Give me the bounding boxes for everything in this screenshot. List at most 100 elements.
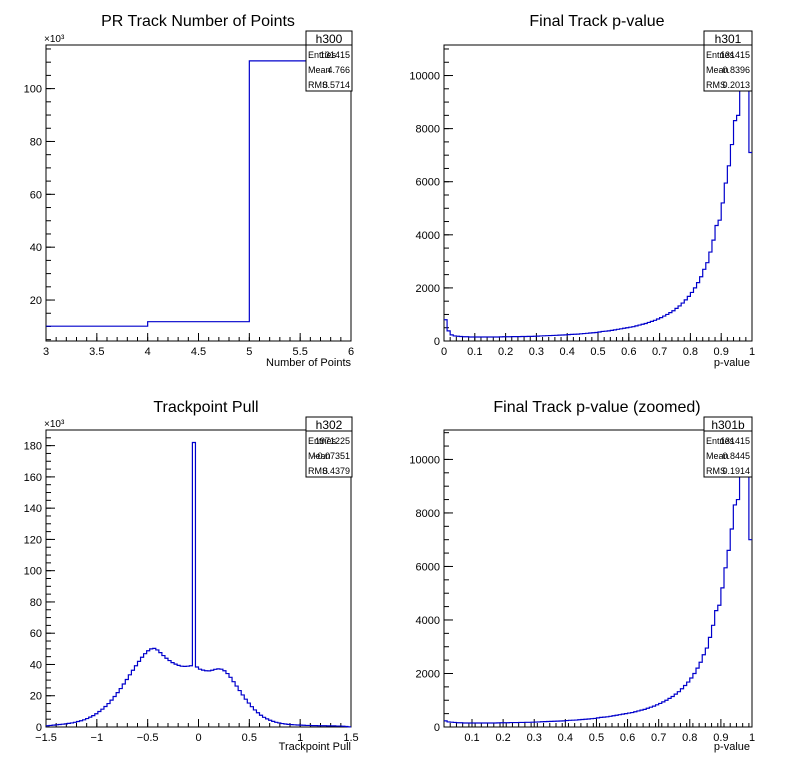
chart-title: PR Track Number of Points bbox=[101, 13, 295, 30]
x-tick-label: 0.1 bbox=[467, 346, 482, 358]
stats-box bbox=[305, 416, 353, 478]
x-tick-label: 6 bbox=[348, 346, 354, 358]
x-tick-label: 1 bbox=[749, 346, 755, 358]
x-axis-label: p-value bbox=[714, 741, 750, 753]
y-tick-label: 40 bbox=[30, 659, 42, 671]
histogram-line bbox=[46, 441, 351, 728]
stats-key: Mean bbox=[308, 65, 331, 75]
x-tick-label: 0.3 bbox=[529, 346, 544, 358]
y-tick-label: 2000 bbox=[416, 668, 440, 680]
stats-value: −0.07351 bbox=[312, 451, 350, 461]
y-tick-label: 8000 bbox=[416, 508, 440, 520]
stats-key: Entries bbox=[706, 436, 735, 446]
chart-title: Final Track p-value (zoomed) bbox=[493, 399, 700, 416]
x-tick-label: 0.2 bbox=[498, 346, 513, 358]
y-tick-label: 40 bbox=[30, 242, 42, 254]
x-tick-label: 0.4 bbox=[560, 346, 575, 358]
x-tick-label: 4 bbox=[145, 346, 151, 358]
stats-key: Mean bbox=[308, 451, 331, 461]
y-tick-label: 8000 bbox=[416, 124, 440, 136]
x-tick-label: 0.8 bbox=[682, 732, 697, 744]
y-tick-label: 6000 bbox=[416, 561, 440, 573]
stats-value: 131415 bbox=[320, 50, 350, 60]
y-tick-label: 100 bbox=[24, 84, 42, 96]
panel-final-track-pvalue: Final Track p-value 0 0.1 0.2 0.3 0.4 0.5 0.6 0.… bbox=[409, 13, 755, 369]
x-tick-label: 0.2 bbox=[495, 732, 510, 744]
stats-key: Entries bbox=[308, 50, 337, 60]
panel-final-track-pvalue-zoomed: Final Track p-value (zoomed) 0.1 0.2 0.3 0.4… bbox=[409, 399, 755, 753]
y-tick-label: 80 bbox=[30, 597, 42, 609]
stats-key: Mean bbox=[706, 451, 729, 461]
y-tick-label: 140 bbox=[24, 503, 42, 515]
x-tick-label: −1 bbox=[91, 732, 104, 744]
x-tick-label: 0.7 bbox=[651, 732, 666, 744]
stats-key: Entries bbox=[308, 436, 337, 446]
stats-value: 0.8445 bbox=[722, 451, 750, 461]
stats-value: 4.766 bbox=[327, 65, 350, 75]
x-tick-label: 5.5 bbox=[293, 346, 308, 358]
stats-name: h300 bbox=[316, 32, 343, 46]
stats-value: 0.8396 bbox=[722, 65, 750, 75]
y-tick-label: 60 bbox=[30, 189, 42, 201]
histogram-line bbox=[444, 44, 752, 338]
stats-key: RMS bbox=[308, 466, 328, 476]
x-axis-label: Trackpoint Pull bbox=[279, 741, 351, 753]
x-tick-label: 5 bbox=[246, 346, 252, 358]
y-tick-label: 80 bbox=[30, 136, 42, 148]
x-tick-label: 1 bbox=[749, 732, 755, 744]
y-tick-label: 4000 bbox=[416, 615, 440, 627]
stats-key: RMS bbox=[706, 80, 726, 90]
y-tick-label: 180 bbox=[24, 441, 42, 453]
x-tick-label: 0.7 bbox=[652, 346, 667, 358]
x-tick-label: 0.5 bbox=[242, 732, 257, 744]
stats-box bbox=[305, 30, 353, 92]
x-tick-label: 4.5 bbox=[191, 346, 206, 358]
y-tick-label: 10000 bbox=[409, 454, 440, 466]
x-tick-label: 0 bbox=[195, 732, 201, 744]
stats-value: 131415 bbox=[720, 436, 750, 446]
x-tick-label: 0.4 bbox=[558, 732, 573, 744]
y-tick-label: 20 bbox=[30, 295, 42, 307]
x-tick-label: 0.6 bbox=[620, 732, 635, 744]
stats-value: 0.1914 bbox=[722, 466, 750, 476]
chart-title: Trackpoint Pull bbox=[153, 399, 258, 416]
y-tick-label: 2000 bbox=[416, 283, 440, 295]
y-tick-label: 60 bbox=[30, 628, 42, 640]
y-tick-label: 0 bbox=[434, 722, 440, 734]
stats-key: RMS bbox=[308, 80, 328, 90]
stats-name: h301b bbox=[711, 418, 745, 432]
x-axis-label: Number of Points bbox=[266, 357, 351, 369]
x-tick-label: −1.5 bbox=[35, 732, 57, 744]
x-tick-label: 3 bbox=[43, 346, 49, 358]
panel-trackpoint-pull: Trackpoint Pull −1.5 −1 −0.5 0 0.5 1 1.5 0 20 40 60… bbox=[24, 399, 359, 753]
y-tick-label: 4000 bbox=[416, 230, 440, 242]
y-multiplier-label: ×10³ bbox=[44, 34, 65, 45]
stats-key: RMS bbox=[706, 466, 726, 476]
x-tick-label: 0.9 bbox=[713, 732, 728, 744]
x-tick-label: 3.5 bbox=[89, 346, 104, 358]
x-tick-label: 0.5 bbox=[589, 732, 604, 744]
stats-box bbox=[703, 416, 753, 478]
y-tick-label: 10000 bbox=[409, 71, 440, 83]
x-tick-label: −0.5 bbox=[137, 732, 159, 744]
x-tick-label: 0 bbox=[441, 346, 447, 358]
x-tick-label: 1.5 bbox=[343, 732, 358, 744]
histogram-line bbox=[444, 429, 752, 724]
y-tick-label: 0 bbox=[434, 336, 440, 348]
y-tick-label: 20 bbox=[30, 691, 42, 703]
x-tick-label: 0.8 bbox=[683, 346, 698, 358]
y-tick-label: 120 bbox=[24, 534, 42, 546]
x-tick-label: 1 bbox=[297, 732, 303, 744]
plot-frame bbox=[45, 44, 352, 342]
plot-frame bbox=[443, 429, 753, 728]
stats-key: Entries bbox=[706, 50, 735, 60]
x-tick-label: 0.1 bbox=[464, 732, 479, 744]
plot-frame bbox=[45, 429, 352, 728]
stats-value: 0.2013 bbox=[722, 80, 750, 90]
stats-value: 0.5714 bbox=[322, 80, 350, 90]
x-tick-label: 0.6 bbox=[621, 346, 636, 358]
stats-value: 1971225 bbox=[315, 436, 350, 446]
panel-pr-track-points: PR Track Number of Points 3 3.5 4 4.5 5 5.5 6 20… bbox=[24, 13, 354, 369]
x-axis-label: p-value bbox=[714, 357, 750, 369]
